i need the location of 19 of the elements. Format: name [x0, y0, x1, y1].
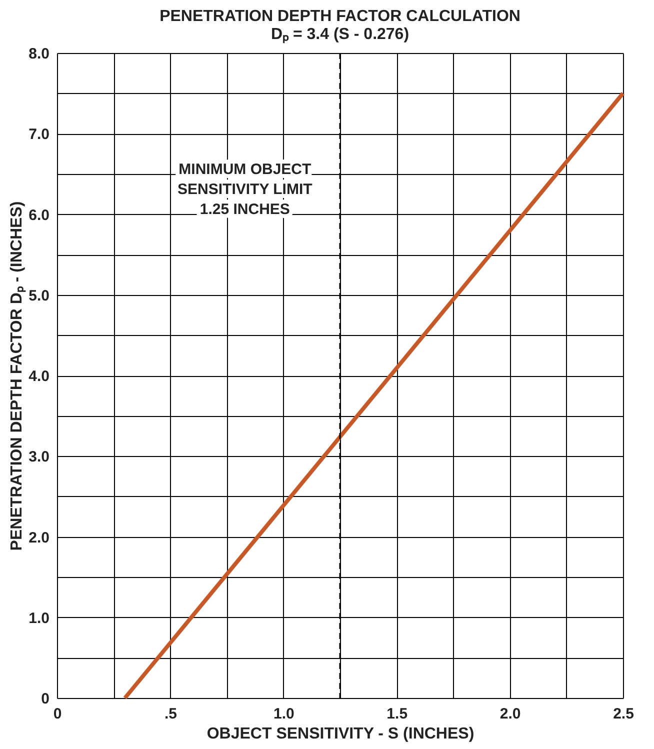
x-tick-label: 1.0 [273, 706, 294, 722]
y-tick-label: 4.0 [28, 368, 50, 385]
y-tick-label: 2.0 [28, 529, 50, 546]
y-tick-label: 7.0 [28, 126, 50, 144]
y-tick-label: 6.0 [28, 206, 50, 224]
y-tick-label: 1.0 [28, 610, 50, 627]
y-axis-title: PENETRATION DEPTH FACTOR Dₚ - (INCHES) [8, 201, 27, 551]
y-tick-label: 3.0 [28, 448, 50, 466]
chart-subtitle: Dₚ = 3.4 (S - 0.276) [270, 26, 410, 44]
x-tick-label: 2.0 [500, 706, 521, 722]
y-tick-label: 5.0 [28, 287, 50, 304]
chart-title: PENETRATION DEPTH FACTOR CALCULATION [160, 8, 520, 25]
x-tick-label: 2.5 [613, 706, 634, 722]
x-axis-title: OBJECT SENSITIVITY - S (INCHES) [206, 726, 474, 742]
y-tick-label: 8.0 [28, 46, 50, 62]
x-tick-label: .5 [164, 706, 177, 722]
x-tick-label: 1.5 [386, 706, 408, 722]
x-tick-label: 0 [53, 706, 62, 722]
y-tick-label: 0 [41, 690, 50, 708]
